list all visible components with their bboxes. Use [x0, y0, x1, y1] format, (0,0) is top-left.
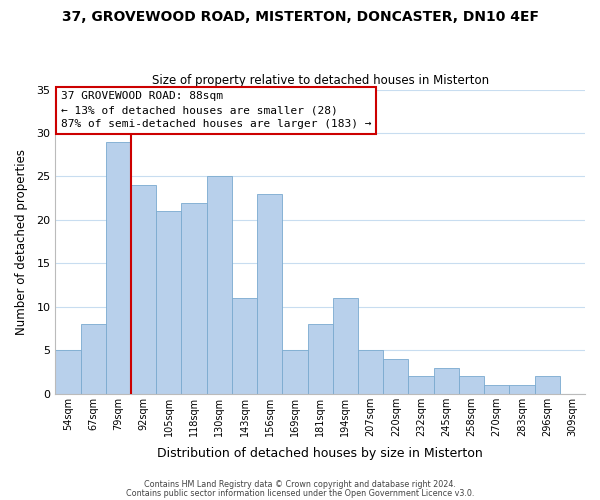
Bar [535, 376, 560, 394]
Bar [257, 194, 283, 394]
Bar [459, 376, 484, 394]
Bar [181, 202, 206, 394]
Bar [131, 185, 156, 394]
Bar [232, 298, 257, 394]
Bar [484, 385, 509, 394]
Title: Size of property relative to detached houses in Misterton: Size of property relative to detached ho… [152, 74, 489, 87]
Bar [156, 211, 181, 394]
Bar [383, 359, 409, 394]
Bar [206, 176, 232, 394]
Bar [283, 350, 308, 394]
X-axis label: Distribution of detached houses by size in Misterton: Distribution of detached houses by size … [157, 447, 483, 460]
Text: 37, GROVEWOOD ROAD, MISTERTON, DONCASTER, DN10 4EF: 37, GROVEWOOD ROAD, MISTERTON, DONCASTER… [62, 10, 539, 24]
Bar [333, 298, 358, 394]
Text: 37 GROVEWOOD ROAD: 88sqm
← 13% of detached houses are smaller (28)
87% of semi-d: 37 GROVEWOOD ROAD: 88sqm ← 13% of detach… [61, 91, 371, 129]
Bar [509, 385, 535, 394]
Bar [358, 350, 383, 394]
Bar [106, 142, 131, 394]
Bar [409, 376, 434, 394]
Y-axis label: Number of detached properties: Number of detached properties [15, 148, 28, 334]
Text: Contains public sector information licensed under the Open Government Licence v3: Contains public sector information licen… [126, 488, 474, 498]
Bar [55, 350, 80, 394]
Bar [434, 368, 459, 394]
Bar [80, 324, 106, 394]
Bar [308, 324, 333, 394]
Text: Contains HM Land Registry data © Crown copyright and database right 2024.: Contains HM Land Registry data © Crown c… [144, 480, 456, 489]
